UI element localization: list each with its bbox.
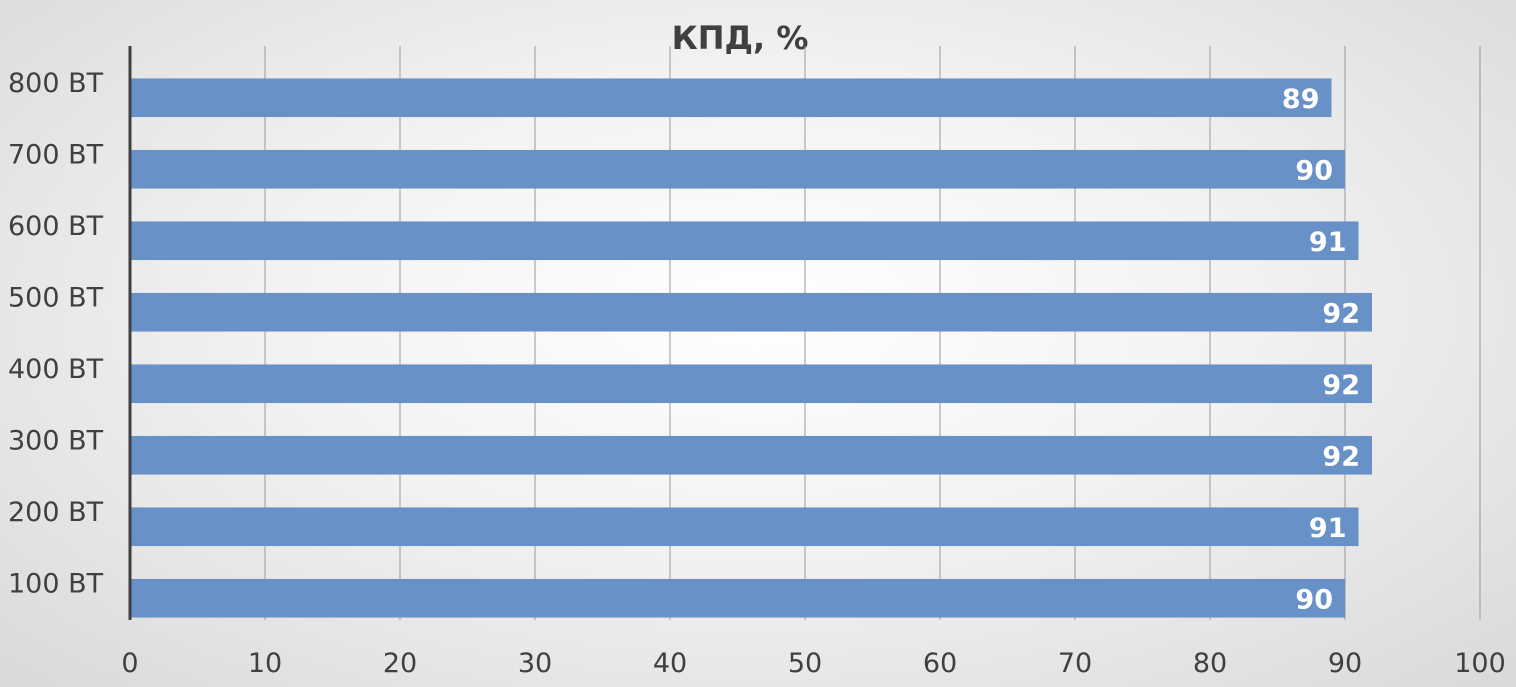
category-label: 600 ВТ <box>8 211 104 242</box>
x-tick-label: 20 <box>383 648 417 679</box>
data-label: 92 <box>1322 441 1360 472</box>
category-label: 100 ВТ <box>8 568 104 599</box>
category-labels: 100 ВТ 200 ВТ 300 ВТ 400 ВТ 500 ВТ 600 ВТ 700 … <box>8 68 104 600</box>
data-label: 92 <box>1322 370 1360 401</box>
data-labels: 90 91 92 92 92 91 90 89 <box>1282 84 1360 616</box>
x-tick-label: 40 <box>653 648 687 679</box>
category-label: 800 ВТ <box>8 68 104 99</box>
category-label: 300 ВТ <box>8 425 104 456</box>
bar <box>130 221 1359 261</box>
bar <box>130 507 1359 547</box>
x-tick-labels: 0 10 20 30 40 50 60 70 80 90 100 <box>121 648 1505 679</box>
gridlines <box>264 46 1481 620</box>
x-tick-label: 30 <box>518 648 552 679</box>
x-tick-label: 50 <box>788 648 822 679</box>
x-tick-label: 80 <box>1193 648 1227 679</box>
data-label: 91 <box>1309 227 1347 258</box>
x-tick-label: 60 <box>923 648 957 679</box>
bar <box>130 578 1345 618</box>
category-label: 500 ВТ <box>8 282 104 313</box>
bar <box>130 149 1345 189</box>
bars <box>130 78 1372 618</box>
x-tick-label: 70 <box>1058 648 1092 679</box>
x-tick-label: 100 <box>1454 648 1506 679</box>
x-tick-label: 90 <box>1328 648 1362 679</box>
data-label: 92 <box>1322 298 1360 329</box>
data-label: 90 <box>1295 155 1333 186</box>
data-label: 91 <box>1309 513 1347 544</box>
bar <box>130 435 1372 475</box>
x-tick-label: 0 <box>121 648 138 679</box>
data-label: 90 <box>1295 584 1333 615</box>
category-label: 400 ВТ <box>8 354 104 385</box>
bar <box>130 78 1332 118</box>
x-tick-label: 10 <box>248 648 282 679</box>
bar <box>130 364 1372 404</box>
data-label: 89 <box>1282 84 1320 115</box>
category-label: 200 ВТ <box>8 497 104 528</box>
chart-title: КПД, % <box>672 19 809 57</box>
bar <box>130 292 1372 332</box>
category-label: 700 ВТ <box>8 139 104 170</box>
